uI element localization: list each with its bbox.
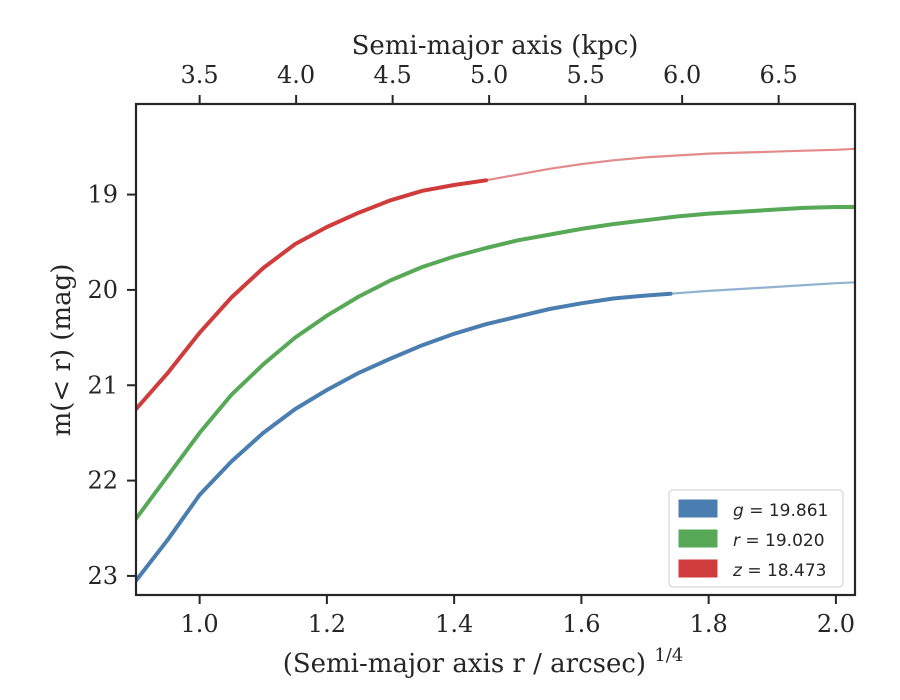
legend-label: g = 19.861 — [733, 501, 828, 521]
series-g-line — [136, 291, 673, 583]
x-tick-label: 1.4 — [435, 610, 473, 638]
bottom-axis-title: (Semi-major axis r / arcsec) 1/4 — [283, 645, 684, 679]
series-z-line — [136, 178, 488, 412]
legend-swatch — [678, 499, 718, 518]
y-tick-label: 23 — [87, 562, 118, 590]
x-tick-label: 1.6 — [562, 610, 600, 638]
series-z-extrapolated-line — [485, 147, 855, 182]
y-tick-label: 20 — [87, 276, 118, 304]
legend-label: r = 19.020 — [733, 531, 825, 551]
top-tick-label: 4.5 — [374, 61, 412, 89]
top-tick-label: 5.0 — [470, 61, 508, 89]
legend-swatch — [678, 529, 718, 548]
top-axis-title: Semi-major axis (kpc) — [352, 31, 639, 61]
y-tick-label: 19 — [87, 181, 118, 209]
legend-swatch — [678, 559, 718, 578]
y-tick-label: 21 — [87, 371, 118, 399]
series-r-line — [136, 205, 855, 521]
x-tick-label: 1.0 — [181, 610, 219, 638]
x-tick-label: 1.8 — [690, 610, 728, 638]
series-g-extrapolated-line — [670, 281, 855, 295]
x-tick-label: 1.2 — [308, 610, 346, 638]
top-tick-label: 3.5 — [181, 61, 219, 89]
top-tick-label: 6.0 — [663, 61, 701, 89]
legend-label: z = 18.473 — [732, 561, 826, 581]
y-axis-title: m(< r) (mag) — [47, 264, 77, 437]
top-tick-label: 6.5 — [760, 61, 798, 89]
x-tick-label: 2.0 — [817, 610, 855, 638]
y-tick-label: 22 — [87, 467, 118, 495]
bottom-axis-title-exponent: 1/4 — [654, 645, 683, 666]
series-layer — [136, 147, 855, 583]
plot-frame — [134, 102, 857, 597]
legend: g = 19.861 r = 19.020 z = 18.473 — [668, 489, 844, 588]
top-tick-label: 5.5 — [567, 61, 605, 89]
ticks-layer: 1.0 1.2 1.4 1.6 1.8 2.0 19 20 21 22 23 3.5 4.0 4.5 5.0… — [87, 61, 855, 638]
top-tick-label: 4.0 — [277, 61, 315, 89]
bottom-axis-title-main: (Semi-major axis r / arcsec) — [283, 649, 646, 679]
